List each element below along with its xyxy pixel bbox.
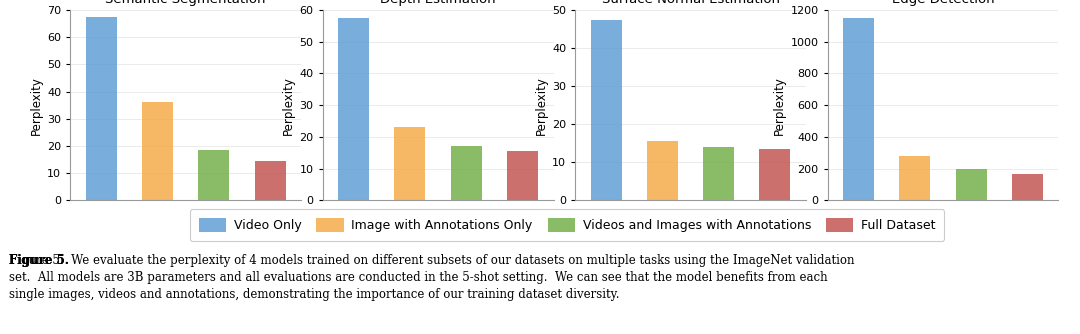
Bar: [647, 141, 678, 200]
Text: Figure 5.: Figure 5.: [9, 254, 68, 267]
Title: Surface Normal Estimation: Surface Normal Estimation: [602, 0, 780, 6]
Title: Semantic Segmentation: Semantic Segmentation: [106, 0, 266, 6]
Y-axis label: Perplexity: Perplexity: [282, 76, 295, 135]
Bar: [591, 19, 622, 200]
Text: Figure 5.: Figure 5.: [9, 254, 68, 267]
Bar: [956, 169, 987, 200]
Title: Edge Detection: Edge Detection: [892, 0, 995, 6]
Title: Depth Estimation: Depth Estimation: [380, 0, 496, 6]
Bar: [199, 150, 229, 200]
Text: Figure 5.  We evaluate the perplexity of 4 models trained on different subsets o: Figure 5. We evaluate the perplexity of …: [9, 254, 854, 301]
Bar: [703, 147, 734, 200]
Bar: [450, 146, 482, 200]
Bar: [85, 17, 117, 200]
Bar: [394, 127, 426, 200]
Y-axis label: Perplexity: Perplexity: [773, 76, 786, 135]
Bar: [141, 103, 173, 200]
Bar: [1012, 174, 1043, 200]
Bar: [759, 149, 791, 200]
Y-axis label: Perplexity: Perplexity: [535, 76, 548, 135]
Bar: [507, 151, 538, 200]
Legend: Video Only, Image with Annotations Only, Videos and Images with Annotations, Ful: Video Only, Image with Annotations Only,…: [190, 209, 944, 241]
Text: Figure 5.  We evaluate the perplexity of 4 models trained on different subsets o: Figure 5. We evaluate the perplexity of …: [9, 254, 854, 297]
Bar: [338, 18, 369, 200]
Bar: [900, 156, 930, 200]
Bar: [843, 18, 874, 200]
Bar: [255, 161, 285, 200]
Y-axis label: Perplexity: Perplexity: [30, 76, 43, 135]
